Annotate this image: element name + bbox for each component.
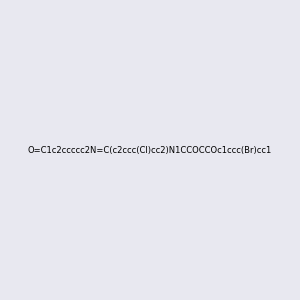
Text: O=C1c2ccccc2N=C(c2ccc(Cl)cc2)N1CCOCCOc1ccc(Br)cc1: O=C1c2ccccc2N=C(c2ccc(Cl)cc2)N1CCOCCOc1c… [28,146,272,154]
